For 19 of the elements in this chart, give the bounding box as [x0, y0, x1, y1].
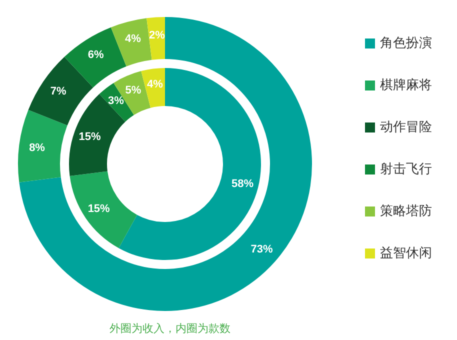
data-label: 7%	[50, 85, 66, 98]
data-label: 73%	[250, 243, 273, 256]
data-label: 3%	[108, 94, 124, 107]
legend-label: 益智休闲	[380, 246, 432, 261]
legend-label: 动作冒险	[380, 120, 432, 135]
data-label: 4%	[124, 33, 142, 46]
data-label: 15%	[88, 202, 110, 215]
data-label: 8%	[29, 142, 46, 154]
text: 外圈为收入，内圈为款数	[110, 322, 230, 335]
legend-label: 射击飞行	[380, 162, 432, 177]
data-label: 6%	[88, 49, 104, 62]
data-label: 58%	[231, 178, 254, 190]
data-label: 5%	[125, 84, 142, 97]
legend-label: 策略塔防	[380, 204, 432, 219]
data-label: 4%	[147, 78, 164, 91]
data-label: 15%	[78, 130, 101, 143]
legend-label: 棋牌麻将	[380, 78, 432, 93]
data-label: 2%	[148, 29, 166, 42]
legend-label: 角色扮演	[380, 36, 432, 51]
